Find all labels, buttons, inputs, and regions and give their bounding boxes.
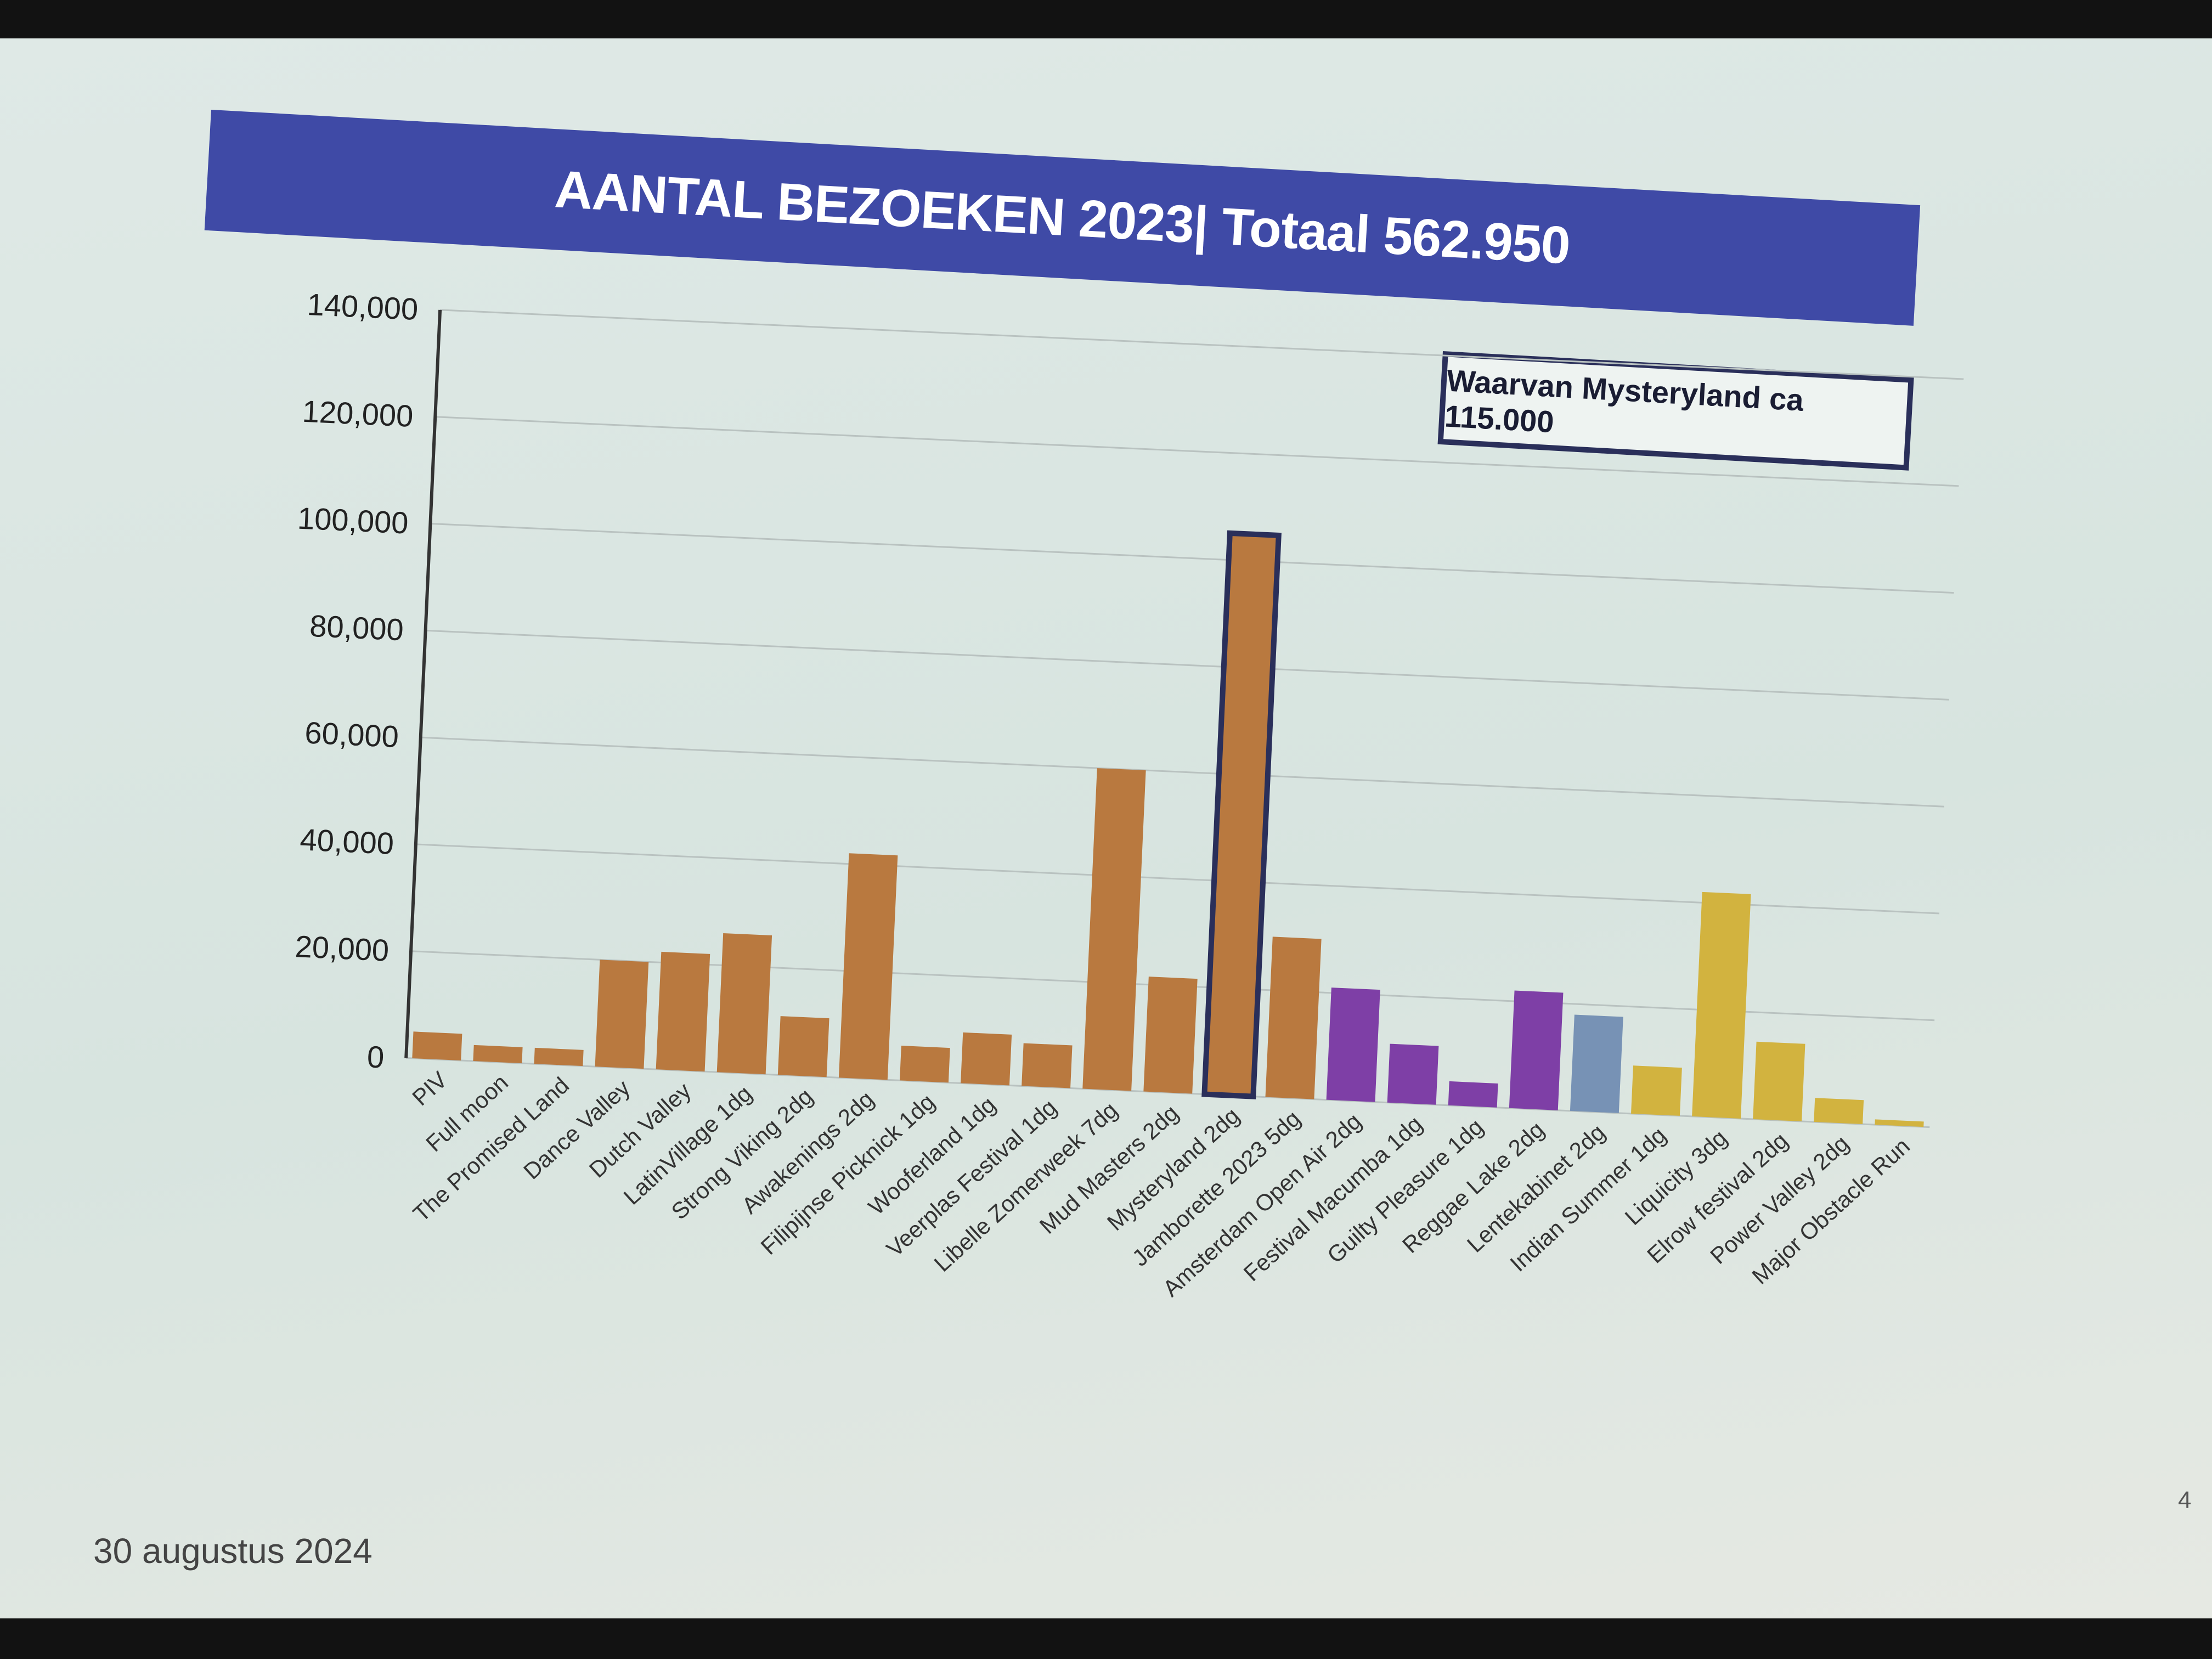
x-tick-label: PIV (407, 1066, 452, 1110)
gridline (430, 523, 1954, 594)
bar (1509, 990, 1564, 1110)
page-number: 4 (2178, 1487, 2192, 1514)
bar (473, 1045, 523, 1064)
bar (1387, 1043, 1439, 1105)
gridline (440, 309, 1964, 380)
bar (899, 1046, 950, 1083)
y-tick-label: 120,000 (302, 394, 414, 433)
bar (1082, 768, 1146, 1091)
bar (656, 951, 710, 1072)
y-axis-ticks: 0 20,000 40,000 60,000 80,000 100,000 120,000 1… (295, 287, 419, 1075)
y-tick-label: 40,000 (299, 822, 394, 861)
bar (777, 1016, 830, 1077)
bar (1570, 1014, 1623, 1113)
bar (595, 960, 649, 1069)
bar (1448, 1081, 1498, 1108)
y-tick-label: 0 (366, 1039, 385, 1074)
y-tick-label: 80,000 (309, 608, 404, 647)
bar (412, 1031, 462, 1061)
bar (1326, 988, 1380, 1102)
bar (838, 853, 898, 1080)
footer-date: 30 augustus 2024 (93, 1531, 373, 1571)
bar (1631, 1065, 1682, 1116)
bar (1814, 1098, 1864, 1125)
y-tick-label: 60,000 (304, 715, 399, 754)
gridline (415, 843, 1940, 915)
bar (1753, 1041, 1805, 1122)
bar (1265, 936, 1322, 1099)
bar (1143, 977, 1198, 1094)
gridline (420, 736, 1944, 808)
bar (1022, 1043, 1073, 1088)
gridline (435, 416, 1959, 487)
y-tick-label: 140,000 (306, 287, 419, 326)
y-tick-label: 100,000 (297, 501, 409, 540)
y-tick-label: 20,000 (295, 929, 390, 968)
y-axis (404, 309, 442, 1058)
bars (412, 530, 1924, 1127)
bar (1692, 891, 1751, 1119)
bar (534, 1047, 584, 1066)
bar (961, 1032, 1012, 1086)
bar (716, 933, 772, 1075)
gridline (425, 629, 1949, 701)
bar (1875, 1119, 1924, 1127)
bar (1201, 530, 1282, 1099)
